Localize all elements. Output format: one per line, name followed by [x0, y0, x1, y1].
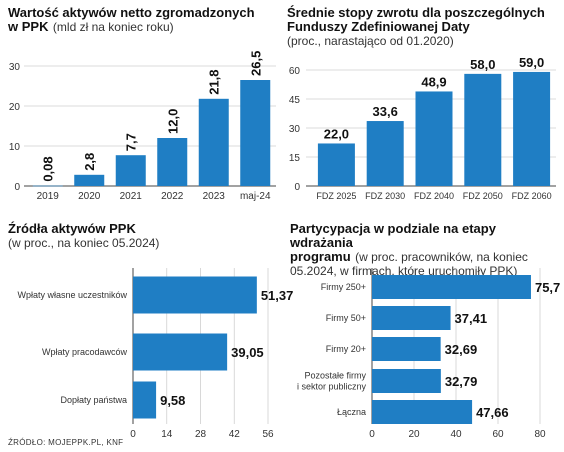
chart2-title-line2: Funduszy Zdefiniowanej Daty [287, 19, 470, 34]
chart3-bar [133, 276, 257, 314]
chart1-bar [115, 155, 146, 186]
chart4-value-label: 37,41 [455, 311, 488, 326]
chart1-category-label: 2021 [120, 191, 143, 202]
chart2-bar [415, 91, 453, 186]
chart4-subtitle-line2: 05.2024, w firmach, które uruchomiły PPK… [290, 264, 518, 278]
chart2-category-label: FDZ 2030 [365, 191, 405, 201]
chart2-category-label: FDZ 2025 [316, 191, 356, 201]
chart1-ytick: 0 [14, 182, 20, 193]
chart1-ytick: 10 [9, 142, 21, 153]
chart1-value-label: 12,0 [165, 109, 180, 134]
chart4-title-line1: Partycypacja w podziale na etapy wdrażan… [290, 221, 496, 250]
chart1-value-label: 26,5 [248, 51, 263, 76]
chart4-bar [372, 369, 441, 393]
chart2-ytick: 45 [289, 95, 301, 106]
chart1-subtitle: (mld zł na koniec roku) [52, 20, 174, 34]
chart3-category-label: Dopłaty państwa [60, 395, 127, 405]
chart1-title-line1: Wartość aktywów netto zgromadzonych [8, 5, 255, 20]
source-note: ŹRÓDŁO: MOJEPPK.PL, KNF [8, 438, 124, 447]
chart3-xtick: 42 [229, 429, 241, 440]
chart2-value-label: 58,0 [470, 57, 495, 72]
chart2-ytick: 30 [289, 124, 301, 135]
chart2-bar [513, 71, 551, 186]
chart2-bar [317, 143, 355, 186]
chart3-value-label: 51,37 [261, 288, 294, 303]
chart4-value-label: 75,7 [535, 280, 560, 295]
chart3-bar [133, 333, 228, 371]
chart4-bar [372, 275, 531, 299]
chart4-bar [372, 306, 451, 330]
chart2-value-label: 48,9 [421, 74, 446, 89]
chart3-bar [133, 381, 157, 419]
chart1-value-label: 0,08 [41, 156, 56, 181]
chart4-category-label: Firmy 250+ [321, 282, 366, 292]
chart2-subtitle: (proc., narastająco od 01.2020) [287, 34, 454, 48]
chart1-value-label: 7,7 [124, 133, 139, 151]
chart1-ytick: 20 [9, 102, 21, 113]
chart1-bar [32, 185, 63, 187]
chart2-category-label: FDZ 2040 [414, 191, 454, 201]
chart1-category-label: maj-24 [240, 191, 271, 202]
chart1-title-line2: w PPK [8, 19, 49, 34]
chart3-title-block: Źródła aktywów PPK (w proc., na koniec 0… [8, 221, 268, 251]
chart1-bar [74, 174, 105, 186]
chart1-category-label: 2022 [161, 191, 184, 202]
chart4-xtick: 0 [369, 429, 375, 440]
chart2-ytick: 0 [294, 182, 300, 193]
chart3-value-label: 9,58 [160, 393, 185, 408]
chart1-bar [198, 98, 229, 186]
chart1-value-label: 21,8 [207, 69, 222, 94]
chart4-bar [372, 400, 473, 424]
chart4-value-label: 32,79 [445, 374, 478, 389]
chart3-subtitle: (w proc., na koniec 05.2024) [8, 236, 160, 250]
chart1-title-block: Wartość aktywów netto zgromadzonych w PP… [8, 5, 278, 35]
chart2-category-label: FDZ 2060 [512, 191, 552, 201]
chart1-bar [157, 138, 188, 186]
chart3-title: Źródła aktywów PPK [8, 221, 136, 236]
chart2-bar [464, 73, 502, 186]
chart3-category-label: Wpłaty własne uczestników [17, 290, 127, 300]
chart3-xtick: 0 [130, 429, 136, 440]
chart2-ytick: 15 [289, 153, 301, 164]
chart4-value-label: 32,69 [445, 342, 478, 357]
chart3-xtick: 56 [262, 429, 274, 440]
chart1-ytick: 30 [9, 62, 21, 73]
chart4-category-label: Firmy 20+ [326, 344, 366, 354]
chart2-title-block: Średnie stopy zwrotu dla poszczególnych … [287, 5, 557, 49]
chart1-bar [240, 80, 271, 186]
chart1-value-label: 2,8 [82, 153, 97, 171]
chart4-title-block: Partycypacja w podziale na etapy wdrażan… [290, 221, 552, 279]
chart2-bar [366, 121, 404, 186]
chart2-ytick: 60 [289, 66, 301, 77]
chart4-xtick: 20 [408, 429, 420, 440]
chart4-xtick: 80 [534, 429, 546, 440]
chart2-value-label: 33,6 [373, 104, 398, 119]
chart3-value-label: 39,05 [231, 345, 264, 360]
chart1-category-label: 2023 [203, 191, 226, 202]
chart4-xtick: 40 [450, 429, 462, 440]
chart3-xtick: 14 [161, 429, 173, 440]
chart2-value-label: 59,0 [519, 55, 544, 70]
chart2-title-line1: Średnie stopy zwrotu dla poszczególnych [287, 5, 545, 20]
chart3-xtick: 28 [195, 429, 207, 440]
chart2-category-label: FDZ 2050 [463, 191, 503, 201]
chart4-category-label: i sektor publiczny [297, 382, 367, 392]
chart4-value-label: 47,66 [476, 405, 509, 420]
chart4-category-label: Firmy 50+ [326, 313, 366, 323]
chart4-bar [372, 337, 441, 361]
chart1-category-label: 2020 [78, 191, 101, 202]
chart3-category-label: Wpłaty pracodawców [42, 347, 128, 357]
chart4-category-label: Łączna [337, 407, 366, 417]
chart4-subtitle-line1: (w proc. pracowników, na koniec [355, 250, 528, 264]
chart2-value-label: 22,0 [324, 126, 349, 141]
chart4-category-label: Pozostałe firmy [304, 371, 366, 381]
chart4-xtick: 60 [492, 429, 504, 440]
chart4-title-line2: programu [290, 249, 351, 264]
chart1-category-label: 2019 [37, 191, 60, 202]
